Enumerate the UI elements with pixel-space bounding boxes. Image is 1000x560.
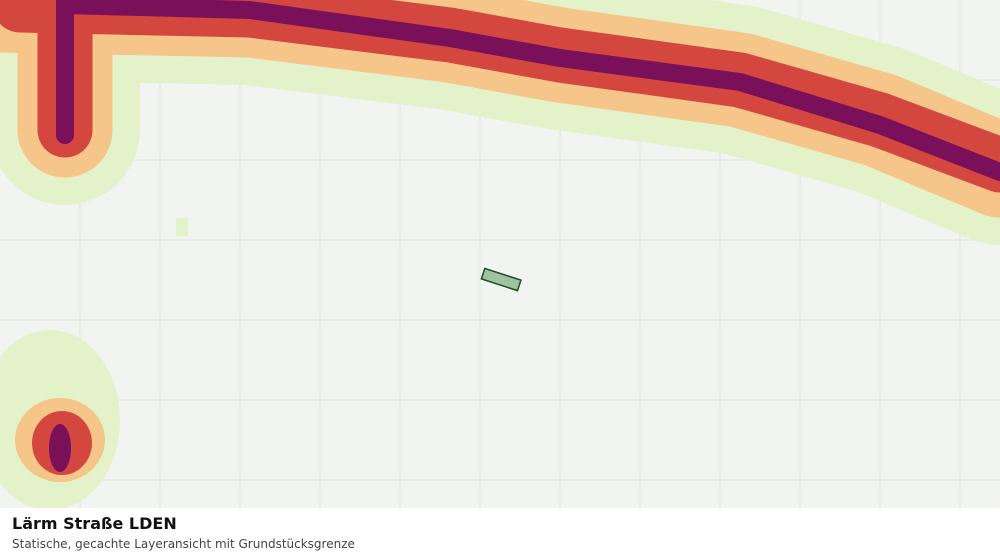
noise-band bbox=[0, 0, 1000, 245]
map-subtitle: Statische, gecachte Layeransicht mit Gru… bbox=[12, 537, 355, 551]
parcel-boundary bbox=[480, 267, 522, 292]
noise-patch bbox=[176, 218, 188, 236]
caption: Lärm Straße LDEN Statische, gecachte Lay… bbox=[0, 508, 1000, 560]
noise-map bbox=[0, 0, 1000, 508]
noise-blob bbox=[0, 330, 120, 508]
map-title: Lärm Straße LDEN bbox=[12, 514, 177, 533]
